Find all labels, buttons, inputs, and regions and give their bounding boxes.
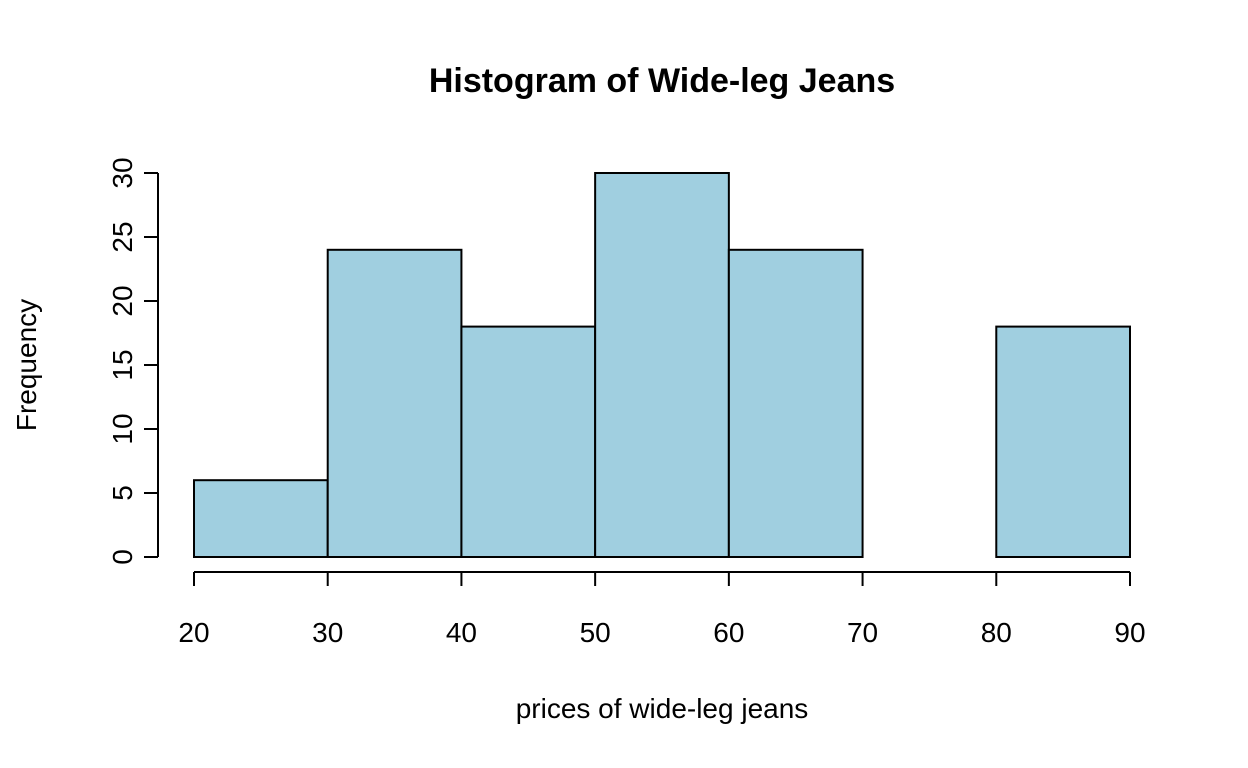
y-tick-label: 25 <box>107 221 138 252</box>
x-tick-label: 20 <box>178 617 209 648</box>
x-tick-label: 70 <box>847 617 878 648</box>
x-tick-label: 30 <box>312 617 343 648</box>
histogram-bar-50-60 <box>594 172 730 558</box>
x-tick-label: 90 <box>1114 617 1145 648</box>
histogram-bar-30-40 <box>326 248 463 559</box>
histogram-bar-60-70 <box>727 248 864 559</box>
y-tick-label: 30 <box>107 157 138 188</box>
x-tick-label: 60 <box>713 617 744 648</box>
bars-group <box>193 172 1131 559</box>
x-tick-label: 80 <box>981 617 1012 648</box>
histogram-bar-20-30 <box>193 479 329 559</box>
x-tick-label: 50 <box>580 617 611 648</box>
y-tick-label: 0 <box>107 549 138 565</box>
x-axis-label: prices of wide-leg jeans <box>516 693 809 724</box>
y-axis-label: Frequency <box>11 299 42 431</box>
x-axis: 20 30 40 50 60 70 80 90 <box>178 571 1146 648</box>
y-tick-label: 10 <box>107 413 138 444</box>
x-tick-label: 40 <box>446 617 477 648</box>
y-tick-label: 15 <box>107 349 138 380</box>
histogram-bar-80-90 <box>995 325 1131 558</box>
y-axis: 0 5 10 15 20 25 30 <box>107 157 159 565</box>
y-tick-label: 20 <box>107 285 138 316</box>
histogram-bar-40-50 <box>460 325 597 558</box>
chart-title: Histogram of Wide-leg Jeans <box>429 62 895 100</box>
y-tick-label: 5 <box>107 485 138 501</box>
